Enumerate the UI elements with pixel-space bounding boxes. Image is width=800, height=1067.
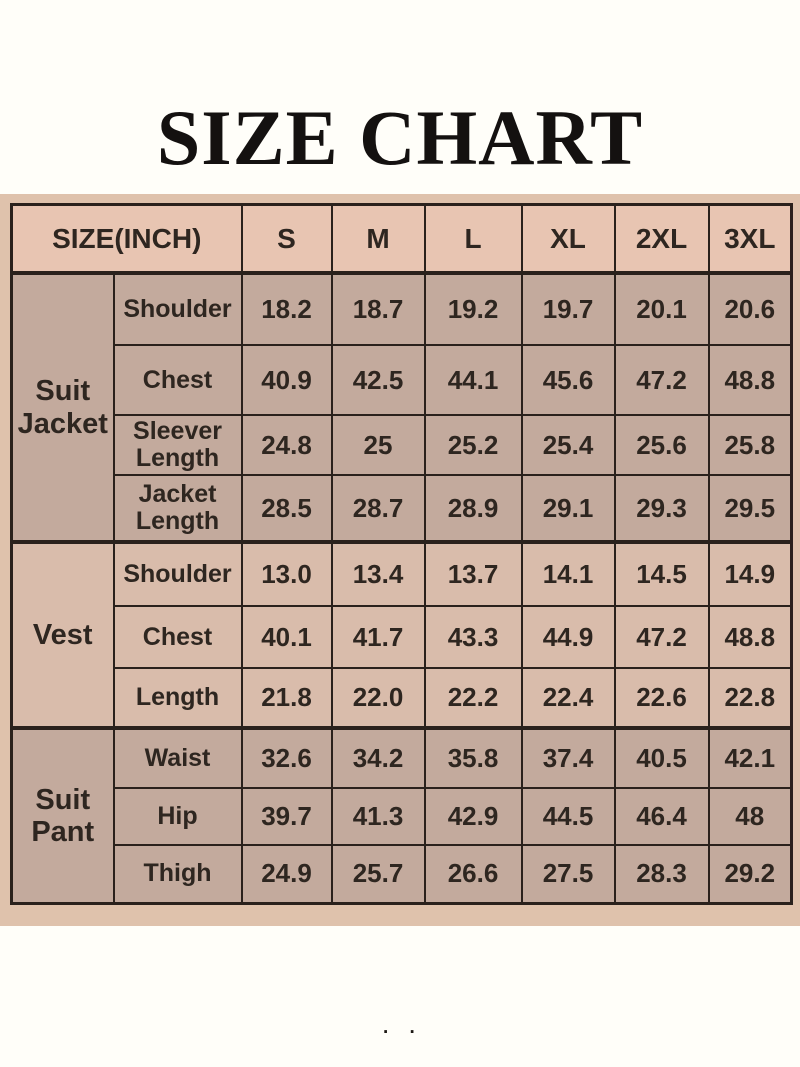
size-col-l: L	[423, 203, 523, 276]
value-cell: 28.3	[613, 844, 710, 905]
table-row: Chest 40.1 41.7 43.3 44.9 47.2 48.8	[12, 605, 793, 670]
value-cell: 14.5	[613, 540, 710, 608]
value-cell: 48	[707, 787, 793, 847]
size-col-2xl: 2XL	[613, 203, 710, 276]
measure-label-cell: Hip	[112, 787, 243, 847]
size-col-m: M	[330, 203, 426, 276]
size-table-body: Suit Jacket Shoulder 18.2 18.7 19.2 19.7 20.1 2…	[10, 272, 793, 905]
value-cell: 13.0	[240, 540, 333, 608]
value-cell: 42.9	[423, 787, 523, 847]
value-cell: 42.1	[707, 726, 793, 790]
measure-label-cell: Shoulder	[112, 540, 243, 608]
value-cell: 25.8	[707, 414, 793, 477]
value-cell: 48.8	[707, 605, 793, 670]
table-row: Jacket Length 28.5 28.7 28.9 29.1 29.3 29.5	[12, 474, 793, 544]
value-cell: 35.8	[423, 726, 523, 790]
size-chart-band: SIZE(INCH) S M L XL 2XL 3XL Suit Jacket S…	[0, 194, 800, 927]
size-chart-table: SIZE(INCH) S M L XL 2XL 3XL Suit Jacket S…	[10, 203, 794, 905]
value-cell: 14.1	[520, 540, 616, 608]
value-cell: 34.2	[330, 726, 426, 790]
value-cell: 29.5	[707, 474, 793, 544]
group-cell: Suit Jacket	[10, 272, 115, 544]
value-cell: 22.8	[707, 667, 793, 730]
value-cell: 19.2	[423, 272, 523, 347]
value-cell: 43.3	[423, 605, 523, 670]
measure-label-cell: Length	[112, 667, 243, 730]
measure-label-cell: Shoulder	[112, 272, 243, 347]
value-cell: 13.7	[423, 540, 523, 608]
size-inch-header: SIZE(INCH)	[10, 203, 243, 276]
value-cell: 22.0	[330, 667, 426, 730]
value-cell: 25.7	[330, 844, 426, 905]
value-cell: 14.9	[707, 540, 793, 608]
measure-label-cell: Sleever Length	[112, 414, 243, 477]
measure-label-cell: Thigh	[112, 844, 243, 905]
table-row: Hip 39.7 41.3 42.9 44.5 46.4 48	[12, 787, 793, 847]
value-cell: 48.8	[707, 344, 793, 417]
value-cell: 26.6	[423, 844, 523, 905]
value-cell: 41.7	[330, 605, 426, 670]
value-cell: 22.6	[613, 667, 710, 730]
measure-label-cell: Chest	[112, 605, 243, 670]
value-cell: 21.8	[240, 667, 333, 730]
value-cell: 13.4	[330, 540, 426, 608]
value-cell: 29.3	[613, 474, 710, 544]
size-col-3xl: 3XL	[707, 203, 793, 276]
value-cell: 24.8	[240, 414, 333, 477]
value-cell: 46.4	[613, 787, 710, 847]
group-cell: Suit Pant	[10, 726, 115, 905]
value-cell: 40.1	[240, 605, 333, 670]
value-cell: 37.4	[520, 726, 616, 790]
value-cell: 18.2	[240, 272, 333, 347]
value-cell: 40.9	[240, 344, 333, 417]
value-cell: 25.4	[520, 414, 616, 477]
value-cell: 19.7	[520, 272, 616, 347]
measure-label-cell: Waist	[112, 726, 243, 790]
value-cell: 47.2	[613, 344, 710, 417]
value-cell: 45.6	[520, 344, 616, 417]
measure-label-cell: Jacket Length	[112, 474, 243, 544]
size-col-xl: XL	[520, 203, 616, 276]
table-row: Sleever Length 24.8 25 25.2 25.4 25.6 25.8	[12, 414, 793, 477]
value-cell: 29.1	[520, 474, 616, 544]
value-cell: 29.2	[707, 844, 793, 905]
value-cell: 20.6	[707, 272, 793, 347]
value-cell: 44.1	[423, 344, 523, 417]
table-row: Length 21.8 22.0 22.2 22.4 22.6 22.8	[12, 667, 793, 730]
value-cell: 40.5	[613, 726, 710, 790]
value-cell: 28.7	[330, 474, 426, 544]
table-row: Suit Jacket Shoulder 18.2 18.7 19.2 19.7 20.1 2…	[10, 272, 793, 544]
footer-marks: . .	[383, 1017, 423, 1038]
value-cell: 25.2	[423, 414, 523, 477]
value-cell: 18.7	[330, 272, 426, 347]
table-row: Thigh 24.9 25.7 26.6 27.5 28.3 29.2	[12, 844, 793, 905]
value-cell: 39.7	[240, 787, 333, 847]
value-cell: 28.9	[423, 474, 523, 544]
value-cell: 41.3	[330, 787, 426, 847]
value-cell: 25	[330, 414, 426, 477]
table-row: Vest Shoulder 13.0 13.4 13.7 14.1 14.5 14.9	[10, 540, 793, 730]
value-cell: 44.5	[520, 787, 616, 847]
value-cell: 42.5	[330, 344, 426, 417]
value-cell: 44.9	[520, 605, 616, 670]
value-cell: 32.6	[240, 726, 333, 790]
group-cell: Vest	[10, 540, 115, 730]
value-cell: 20.1	[613, 272, 710, 347]
page-title: SIZE CHART	[156, 94, 644, 181]
measure-label-cell: Chest	[112, 344, 243, 417]
header-row: SIZE(INCH) S M L XL 2XL 3XL	[10, 203, 793, 276]
value-cell: 22.4	[520, 667, 616, 730]
table-row: Chest 40.9 42.5 44.1 45.6 47.2 48.8	[12, 344, 793, 417]
value-cell: 25.6	[613, 414, 710, 477]
value-cell: 27.5	[520, 844, 616, 905]
size-col-s: S	[240, 203, 333, 276]
value-cell: 24.9	[240, 844, 333, 905]
value-cell: 28.5	[240, 474, 333, 544]
value-cell: 22.2	[423, 667, 523, 730]
value-cell: 47.2	[613, 605, 710, 670]
table-row: Suit Pant Waist 32.6 34.2 35.8 37.4 40.5 42.1	[10, 726, 793, 905]
